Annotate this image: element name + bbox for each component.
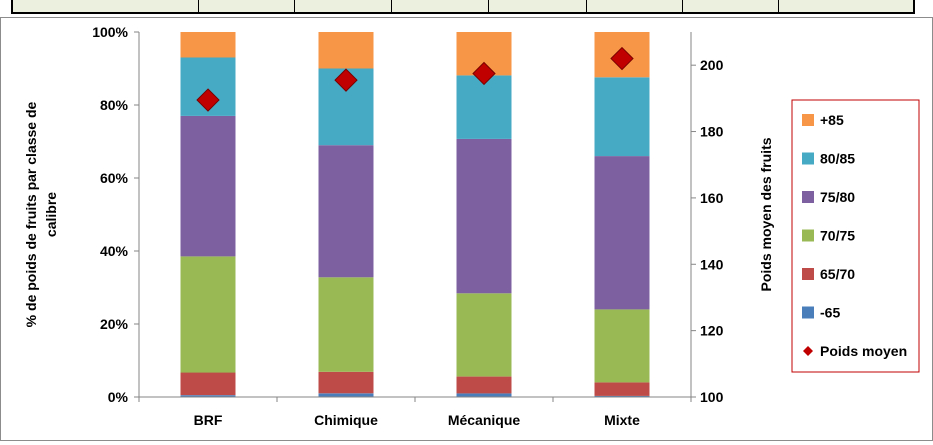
top-table-cell [587, 0, 683, 12]
bar-segment [180, 395, 236, 397]
y-tick-label: 20% [100, 316, 129, 332]
y2-tick-label: 160 [700, 190, 724, 206]
chart-area: 0% 20% 40% 60% 80% 100% 100 120 140 160 180 200 BRF C… [0, 17, 933, 441]
bar-segment [594, 309, 650, 383]
legend-swatch-poids-moyen [803, 346, 813, 356]
legend-label: -65 [820, 305, 840, 321]
legend-label: 70/75 [820, 228, 855, 244]
bar-segment [318, 32, 374, 69]
top-table-strip [0, 0, 933, 17]
bar-segment [594, 382, 650, 396]
bar-segment [594, 77, 650, 157]
y-axis-title-line: calibre [43, 192, 59, 237]
poids-moyen-marker [472, 61, 496, 86]
bar-segment [456, 138, 512, 294]
bar-segment [594, 395, 650, 397]
top-table-cell [489, 0, 587, 12]
bar-segment [318, 277, 374, 372]
axes-layer: 0% 20% 40% 60% 80% 100% 100 120 140 160 180 200 BRF C… [23, 24, 774, 428]
y-tick-label: 60% [100, 170, 129, 186]
bar-segment [180, 372, 236, 396]
legend-label: Poids moyen [820, 343, 907, 359]
y2-tick-label: 200 [700, 57, 724, 73]
y-axis-title-line: % de poids de fruits par classe de [23, 101, 39, 327]
bar-segment [180, 256, 236, 373]
plot-layer [180, 32, 650, 397]
poids-moyen-marker [196, 88, 220, 112]
top-table-cell [779, 0, 913, 12]
x-tick-label: Mixte [604, 412, 640, 428]
poids-moyen-marker [334, 68, 358, 92]
y2-tick-label: 120 [700, 323, 724, 339]
y2-tick-label: 180 [700, 124, 724, 140]
legend-swatch [802, 114, 814, 126]
top-table [11, 0, 915, 14]
legend-label: +85 [820, 112, 844, 128]
bar-segment [456, 376, 512, 394]
bar-segment [456, 75, 512, 139]
legend-label: 80/85 [820, 151, 855, 167]
y2-tick-label: 100 [700, 389, 724, 405]
x-tick-label: Mécanique [448, 412, 521, 428]
y2-tick-label: 140 [700, 256, 724, 272]
bar-segment [318, 145, 374, 278]
bar-segment [180, 32, 236, 58]
top-table-cell [392, 0, 489, 12]
top-table-cell [683, 0, 779, 12]
chart-svg: 0% 20% 40% 60% 80% 100% 100 120 140 160 180 200 BRF C… [23, 24, 920, 428]
x-tick-label: BRF [194, 412, 223, 428]
legend-swatch [802, 229, 814, 242]
bar-segment [456, 393, 512, 397]
legend-label: 75/80 [820, 189, 855, 205]
top-table-cell [13, 0, 199, 12]
bar-segment [180, 115, 236, 257]
bar-segment [318, 371, 374, 394]
legend-swatch [802, 191, 814, 203]
legend-swatch [802, 152, 814, 165]
bar-segment [594, 156, 650, 310]
legend-swatch [802, 268, 814, 280]
y2-axis-title: Poids moyen des fruits [758, 137, 774, 291]
poids-moyen-marker [610, 46, 634, 71]
y-tick-label: 40% [100, 243, 129, 259]
top-table-cell [295, 0, 392, 12]
y-tick-label: 0% [108, 389, 129, 405]
y-tick-label: 100% [92, 24, 128, 40]
x-tick-label: Chimique [314, 412, 378, 428]
bar-segment [456, 293, 512, 377]
y-axis-title: % de poids de fruits par classe de calibr… [23, 101, 59, 327]
y-tick-label: 80% [100, 97, 129, 113]
bar-segment [318, 393, 374, 397]
top-table-cell [199, 0, 295, 12]
legend: +85 80/85 75/80 70/75 65/70 -65 Poids moyen [791, 99, 920, 373]
legend-swatch [802, 306, 814, 319]
legend-label: 65/70 [820, 266, 855, 282]
